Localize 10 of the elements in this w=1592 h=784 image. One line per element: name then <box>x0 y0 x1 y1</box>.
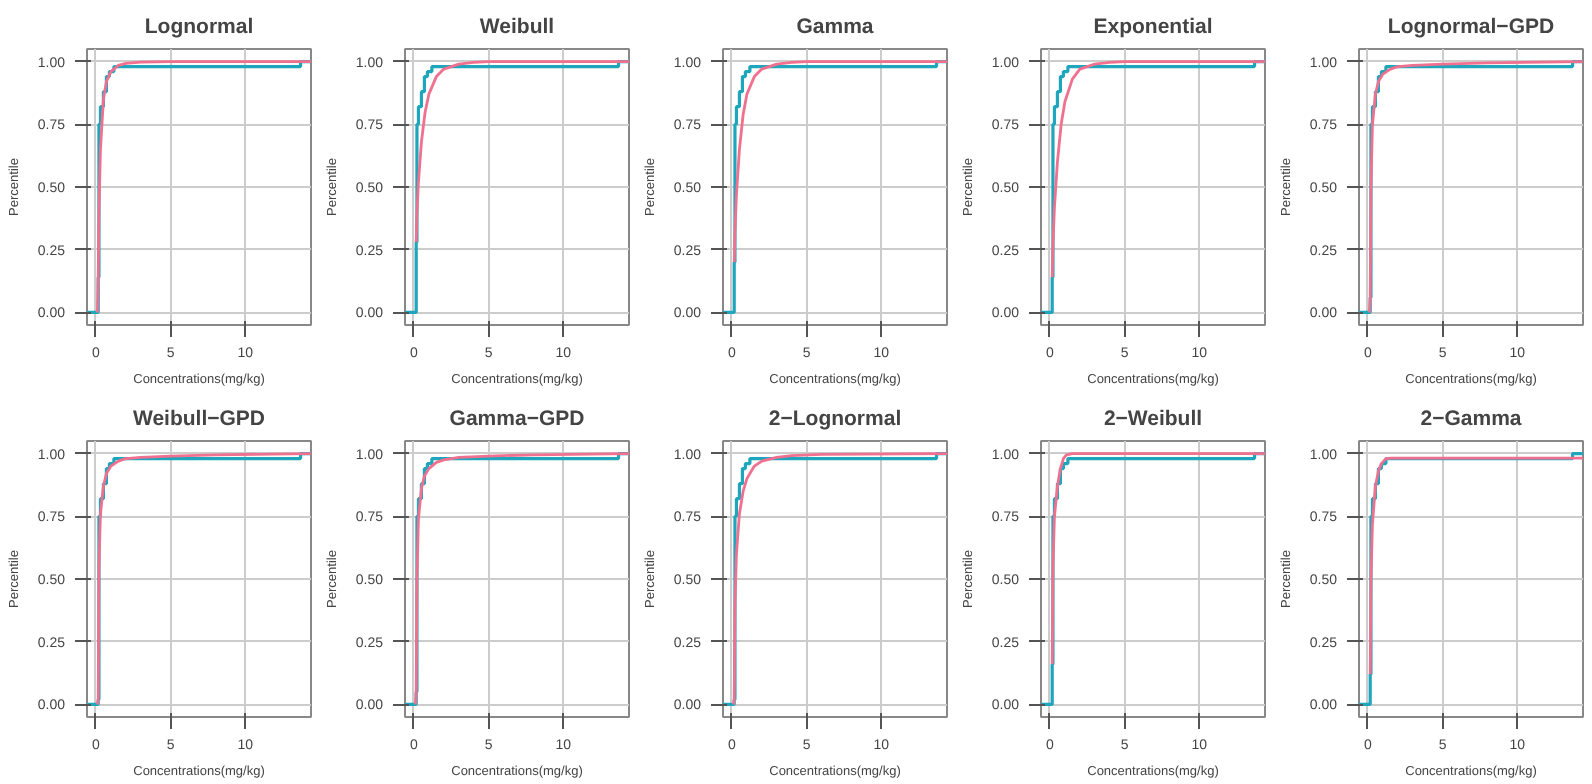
chart-title: Gamma−GPD <box>449 407 586 431</box>
chart-title: Gamma <box>796 15 874 39</box>
chart-title: Weibull <box>479 15 555 39</box>
chart-title: Weibull−GPD <box>132 407 266 431</box>
chart-title: 2−Weibull <box>1103 407 1203 431</box>
chart-title: Exponential <box>1093 15 1213 39</box>
chart-title: 2−Gamma <box>1420 407 1522 431</box>
chart-title: 2−Lognormal <box>768 407 902 431</box>
chart-title: Lognormal−GPD <box>1387 15 1555 39</box>
chart-title: Lognormal <box>144 15 254 39</box>
